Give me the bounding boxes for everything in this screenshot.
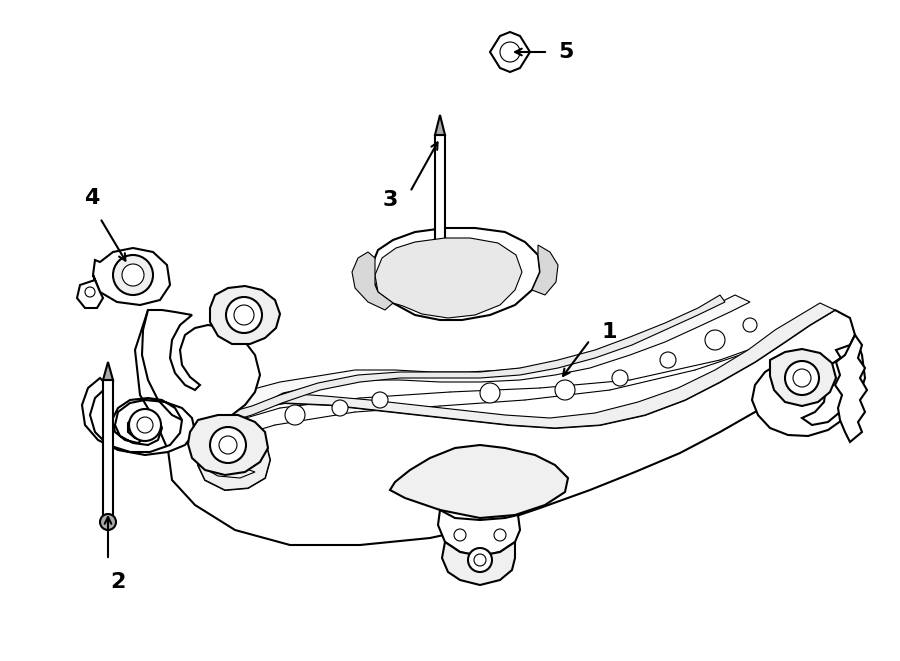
Circle shape [793, 369, 811, 387]
Circle shape [100, 514, 116, 530]
Circle shape [332, 400, 348, 416]
Polygon shape [135, 310, 855, 545]
Circle shape [85, 287, 95, 297]
Polygon shape [188, 415, 268, 475]
Polygon shape [370, 228, 540, 320]
Circle shape [219, 436, 237, 454]
Polygon shape [752, 335, 865, 436]
Text: 2: 2 [111, 572, 126, 592]
Circle shape [137, 417, 153, 433]
Polygon shape [210, 286, 280, 344]
Polygon shape [208, 295, 725, 425]
Circle shape [785, 361, 819, 395]
Circle shape [129, 409, 161, 441]
Circle shape [486, 281, 504, 299]
Polygon shape [435, 115, 445, 135]
Circle shape [743, 318, 757, 332]
Text: 4: 4 [85, 188, 100, 208]
Text: 3: 3 [382, 190, 398, 210]
Circle shape [113, 255, 153, 295]
Circle shape [555, 380, 575, 400]
Circle shape [372, 392, 388, 408]
Circle shape [660, 352, 676, 368]
Circle shape [210, 427, 246, 463]
Circle shape [445, 285, 465, 305]
Polygon shape [194, 303, 835, 490]
Polygon shape [77, 275, 103, 308]
Circle shape [705, 330, 725, 350]
Circle shape [412, 254, 428, 270]
Circle shape [405, 280, 425, 300]
Circle shape [500, 42, 520, 62]
Polygon shape [352, 252, 393, 310]
Polygon shape [82, 378, 195, 455]
Polygon shape [770, 349, 836, 406]
Polygon shape [142, 310, 260, 428]
Polygon shape [93, 248, 170, 305]
Circle shape [474, 554, 486, 566]
Circle shape [226, 297, 262, 333]
Circle shape [234, 305, 254, 325]
Polygon shape [103, 362, 113, 380]
Circle shape [285, 405, 305, 425]
Polygon shape [103, 380, 113, 515]
Circle shape [122, 264, 144, 286]
Text: 1: 1 [602, 322, 617, 342]
Polygon shape [390, 445, 568, 518]
Text: 5: 5 [558, 42, 573, 62]
Polygon shape [490, 32, 530, 72]
Circle shape [493, 255, 507, 269]
Polygon shape [532, 245, 558, 295]
Polygon shape [442, 542, 515, 585]
Polygon shape [200, 295, 750, 415]
Circle shape [494, 529, 506, 541]
Circle shape [432, 256, 448, 272]
Circle shape [468, 548, 492, 572]
Circle shape [480, 383, 500, 403]
Polygon shape [435, 135, 445, 258]
Circle shape [454, 529, 466, 541]
Polygon shape [438, 510, 520, 556]
Polygon shape [835, 335, 867, 442]
Circle shape [612, 370, 628, 386]
Circle shape [453, 251, 467, 265]
Polygon shape [375, 238, 522, 318]
